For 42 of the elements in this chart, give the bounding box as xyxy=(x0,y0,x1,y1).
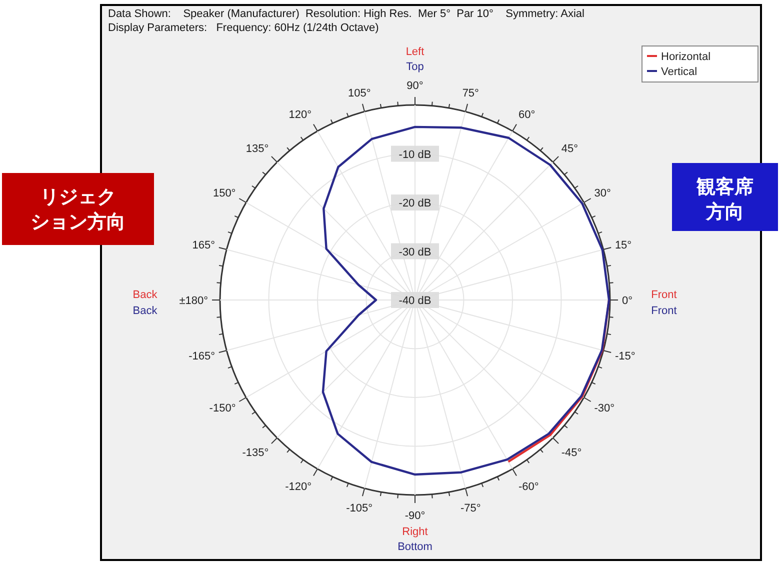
spoke-label: -105° xyxy=(346,502,373,515)
spoke-label: -150° xyxy=(209,402,236,414)
spoke-label: 30° xyxy=(594,188,611,200)
legend-label: Horizontal xyxy=(661,51,711,63)
spoke-label: -60° xyxy=(518,481,539,494)
y-tick-label: -20 dB xyxy=(398,198,432,210)
chart-subtitle: Display Parameters: Frequency: 60Hz (1/24th Octave) xyxy=(108,22,379,34)
text: Top xyxy=(406,61,424,73)
spoke-label: 120° xyxy=(288,108,312,121)
y-tick-label: -10 dB xyxy=(398,148,432,161)
spoke-label: 45° xyxy=(561,142,578,155)
spoke-label: 150° xyxy=(212,188,236,200)
spoke-label: 90° xyxy=(406,80,424,92)
spoke-label: -75° xyxy=(460,502,481,515)
text: 観客席方向 xyxy=(696,176,754,223)
spoke-label: 165° xyxy=(192,239,216,252)
spoke-label: -15° xyxy=(614,350,636,363)
text: Bottom xyxy=(398,541,432,553)
chart-title: Data Shown: Speaker (Manufacturer) Resolution: High Res. Mer 5° Par 10° Symmetry: Axial xyxy=(108,8,584,20)
spoke-label: -165° xyxy=(188,350,216,363)
text: Left xyxy=(406,46,424,58)
spoke-label: -90° xyxy=(404,510,426,522)
legend-label: Vertical xyxy=(661,66,698,78)
text: Right xyxy=(402,526,428,538)
y-tick-label: -30 dB xyxy=(398,246,432,258)
spoke-label: -30° xyxy=(594,402,615,414)
text: Back xyxy=(132,305,158,317)
spoke-label: -120° xyxy=(285,481,312,494)
spoke-label: -45° xyxy=(561,447,582,460)
spoke-label: -135° xyxy=(242,447,269,460)
y-tick-label: -40 dB xyxy=(398,295,432,307)
spoke-label: 15° xyxy=(614,239,632,252)
text: Front xyxy=(651,289,677,301)
spoke-label: ±180° xyxy=(179,295,208,307)
spoke-label: 75° xyxy=(462,87,479,100)
spoke-label: 105° xyxy=(348,87,371,100)
text: Back xyxy=(132,289,158,301)
spoke-label: 0° xyxy=(622,295,633,307)
text: Front xyxy=(651,305,677,317)
spoke-label: 60° xyxy=(518,108,536,121)
text: リジェクション方向 xyxy=(30,186,126,233)
spoke-label: 135° xyxy=(246,142,269,155)
